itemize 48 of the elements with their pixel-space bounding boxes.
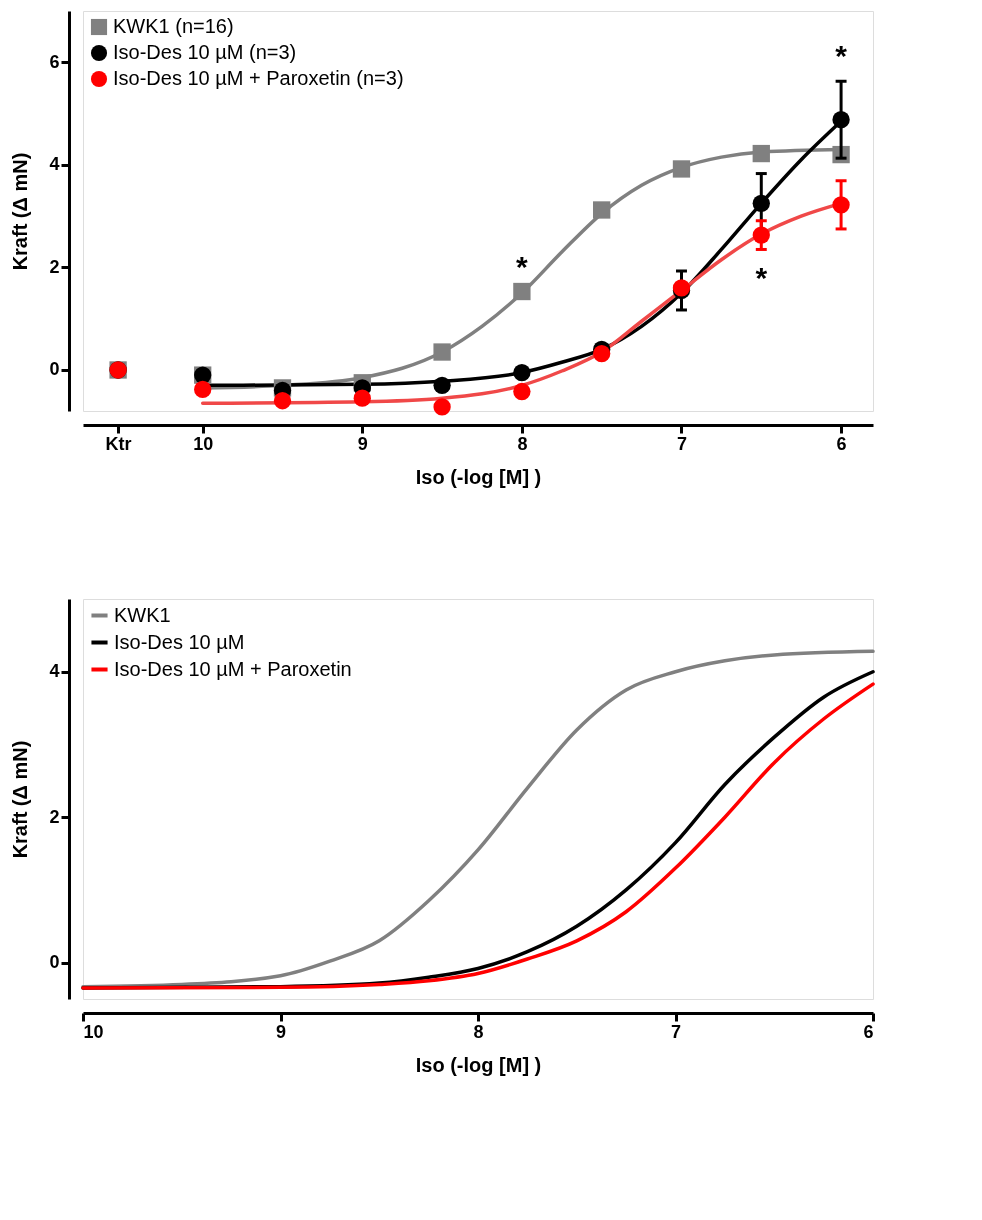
legend-label: KWK1 (n=16) [113, 15, 234, 37]
point [593, 201, 611, 219]
legend-label: Iso-Des 10 µM + Paroxetin (n=3) [113, 67, 404, 89]
annotation: * [835, 39, 848, 73]
y-axis-title: Kraft (Δ mN) [9, 740, 32, 859]
point [273, 392, 292, 410]
y-tick-label: 0 [49, 952, 60, 973]
y-tick-label: 2 [49, 256, 60, 277]
y-tick-label: 4 [49, 661, 60, 682]
y-tick-label: 0 [49, 359, 60, 380]
y-tick-label: 6 [49, 51, 60, 72]
x-axis-title: Iso (-log [M] ) [415, 465, 542, 488]
point [593, 344, 611, 363]
point [832, 111, 850, 129]
x-tick-label: 10 [83, 1021, 104, 1042]
point [513, 363, 531, 382]
y-tick-label: 4 [49, 154, 60, 175]
x-tick-label: 9 [357, 433, 368, 454]
point [672, 160, 691, 178]
point [752, 194, 770, 212]
annotation: * [755, 261, 768, 295]
legend-label: Iso-Des 10 µM + Paroxetin [114, 657, 352, 680]
x-tick-label: 8 [517, 433, 528, 454]
point [353, 389, 371, 407]
x-axis-title: Iso (-log [M] ) [415, 1053, 542, 1076]
x-tick-label: 9 [275, 1021, 287, 1042]
x-tick-label: 6 [836, 433, 847, 454]
point [513, 282, 531, 301]
point [194, 380, 212, 399]
x-tick-label: 8 [473, 1021, 484, 1042]
y-tick-label: 2 [49, 806, 60, 827]
point [433, 343, 451, 361]
y-axis-title: Kraft (Δ mN) [9, 152, 32, 271]
point [752, 226, 770, 244]
x-tick-label: Ktr [105, 433, 132, 454]
legend-label: Iso-Des 10 µM (n=3) [113, 41, 297, 63]
x-tick-label: 10 [193, 433, 214, 454]
legend-label: Iso-Des 10 µM [114, 630, 245, 653]
point [832, 196, 850, 214]
legend-label: KWK1 [114, 603, 171, 626]
x-tick-label: 7 [676, 433, 687, 454]
point [752, 144, 770, 163]
point [433, 376, 451, 394]
point [513, 382, 531, 401]
annotation: * [516, 249, 529, 283]
point [433, 398, 451, 416]
x-tick-label: 6 [863, 1021, 874, 1042]
x-tick-label: 7 [670, 1021, 682, 1042]
